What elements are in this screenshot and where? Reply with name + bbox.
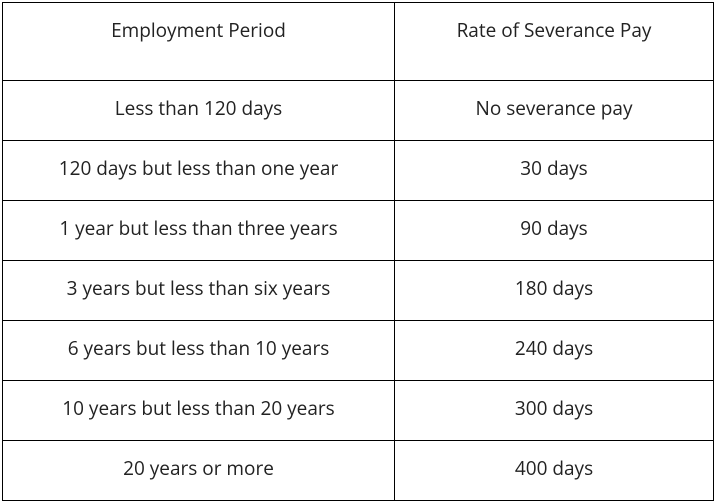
- cell-employment-period: 1 year but less than three years: [3, 201, 395, 261]
- cell-employment-period: 120 days but less than one year: [3, 141, 395, 201]
- column-header-severance-rate: Rate of Severance Pay: [395, 3, 714, 81]
- table-row: 20 years or more 400 days: [3, 441, 714, 501]
- table-row: 6 years but less than 10 years 240 days: [3, 321, 714, 381]
- cell-severance-rate: 400 days: [395, 441, 714, 501]
- cell-employment-period: 10 years but less than 20 years: [3, 381, 395, 441]
- cell-severance-rate: 30 days: [395, 141, 714, 201]
- column-header-employment-period: Employment Period: [3, 3, 395, 81]
- table-row: 3 years but less than six years 180 days: [3, 261, 714, 321]
- cell-employment-period: 20 years or more: [3, 441, 395, 501]
- cell-severance-rate: 240 days: [395, 321, 714, 381]
- table-row: 120 days but less than one year 30 days: [3, 141, 714, 201]
- cell-employment-period: 6 years but less than 10 years: [3, 321, 395, 381]
- table-row: 10 years but less than 20 years 300 days: [3, 381, 714, 441]
- table-row: Less than 120 days No severance pay: [3, 81, 714, 141]
- cell-employment-period: 3 years but less than six years: [3, 261, 395, 321]
- table-row: 1 year but less than three years 90 days: [3, 201, 714, 261]
- cell-employment-period: Less than 120 days: [3, 81, 395, 141]
- cell-severance-rate: No severance pay: [395, 81, 714, 141]
- cell-severance-rate: 180 days: [395, 261, 714, 321]
- cell-severance-rate: 300 days: [395, 381, 714, 441]
- cell-severance-rate: 90 days: [395, 201, 714, 261]
- table-header-row: Employment Period Rate of Severance Pay: [3, 3, 714, 81]
- severance-pay-table: Employment Period Rate of Severance Pay …: [2, 2, 714, 501]
